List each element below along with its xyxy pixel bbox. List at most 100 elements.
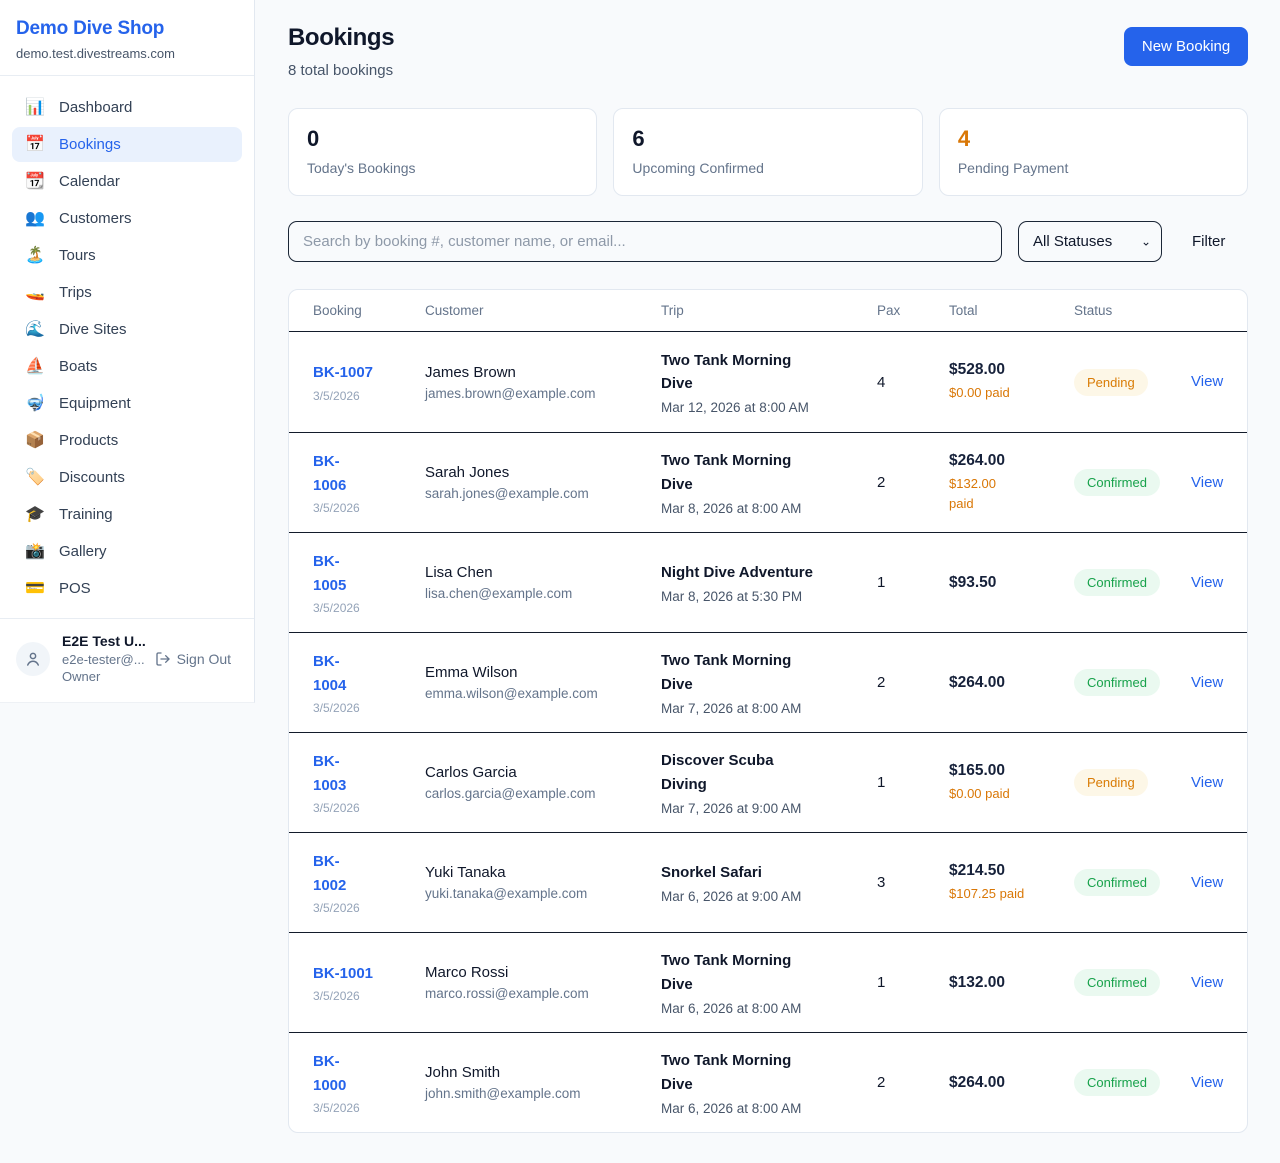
status-badge: Confirmed xyxy=(1074,669,1160,696)
sidebar-user-section: E2E Test U... e2e-tester@... Sign Out Ow… xyxy=(0,618,254,702)
sidebar-item-equipment[interactable]: 🤿 Equipment xyxy=(12,386,242,421)
total-amount: $214.50 xyxy=(949,861,1006,879)
table-body: BK-1007 3/5/2026 James Brown james.brown… xyxy=(289,332,1248,1132)
customer-name: Yuki Tanaka xyxy=(425,864,506,881)
customer-name: Carlos Garcia xyxy=(425,764,517,781)
booking-id-link[interactable]: BK- 1003 xyxy=(313,753,347,794)
trip-name: Discover Scuba Diving xyxy=(661,752,774,793)
customer-email: john.smith@example.com xyxy=(425,1086,581,1101)
status-badge: Confirmed xyxy=(1074,969,1160,996)
stat-card: 4 Pending Payment xyxy=(938,108,1249,196)
status-filter-select[interactable]: All Statuses xyxy=(1018,221,1162,262)
trip-name: Snorkel Safari xyxy=(661,863,762,881)
view-link[interactable]: View xyxy=(1191,473,1224,491)
booking-id-link[interactable]: BK- 1000 xyxy=(313,1053,347,1094)
booking-id-link[interactable]: BK- 1006 xyxy=(313,453,347,494)
sidebar-item-dive-sites[interactable]: 🌊 Dive Sites xyxy=(12,312,242,347)
boats-icon: ⛵ xyxy=(25,357,45,375)
filter-button[interactable]: Filter xyxy=(1178,225,1239,258)
booking-created-date: 3/5/2026 xyxy=(313,700,360,715)
booking-id-link[interactable]: BK-1007 xyxy=(313,364,374,382)
equipment-icon: 🤿 xyxy=(25,394,45,412)
booking-created-date: 3/5/2026 xyxy=(313,500,360,515)
sidebar-item-calendar[interactable]: 📆 Calendar xyxy=(12,164,242,199)
tours-icon: 🏝️ xyxy=(25,246,45,264)
user-avatar xyxy=(16,641,50,676)
customer-name: Marco Rossi xyxy=(425,964,509,981)
calendar-icon: 📆 xyxy=(25,172,45,190)
filter-row: All Statuses ⌄ Filter xyxy=(288,221,1248,262)
booking-id-link[interactable]: BK- 1002 xyxy=(313,853,347,894)
pax-count: 1 xyxy=(877,774,886,791)
status-filter-wrap: All Statuses ⌄ xyxy=(1018,221,1162,262)
sidebar-item-customers[interactable]: 👥 Customers xyxy=(12,201,242,236)
total-amount: $132.00 xyxy=(949,973,1006,991)
trip-name: Two Tank Morning Dive xyxy=(661,351,792,392)
booking-id-link[interactable]: BK-1001 xyxy=(313,964,374,982)
sidebar-item-training[interactable]: 🎓 Training xyxy=(12,497,242,532)
table-row: BK- 1003 3/5/2026 Carlos Garcia carlos.g… xyxy=(289,732,1248,832)
stat-card: 0 Today's Bookings xyxy=(288,108,598,196)
sidebar-item-trips[interactable]: 🚤 Trips xyxy=(12,275,242,310)
stat-label: Today's Bookings xyxy=(307,160,416,176)
table-row: BK- 1005 3/5/2026 Lisa Chen lisa.chen@ex… xyxy=(289,532,1248,632)
column-header-trip: Trip xyxy=(661,303,684,318)
user-info: E2E Test U... e2e-tester@... Sign Out Ow… xyxy=(62,633,238,684)
customer-email: james.brown@example.com xyxy=(425,385,596,401)
sidebar: Demo Dive Shop demo.test.divestreams.com… xyxy=(0,0,255,703)
sidebar-item-bookings[interactable]: 📅 Bookings xyxy=(12,127,242,162)
shop-name[interactable]: Demo Dive Shop xyxy=(16,18,165,39)
booking-id-link[interactable]: BK- 1005 xyxy=(313,553,347,594)
sidebar-item-pos[interactable]: 💳 POS xyxy=(12,571,242,606)
sidebar-item-label: Customers xyxy=(59,210,132,227)
booking-created-date: 3/5/2026 xyxy=(313,800,360,815)
total-amount: $264.00 xyxy=(949,1073,1006,1091)
total-amount: $93.50 xyxy=(949,573,997,591)
sidebar-item-products[interactable]: 📦 Products xyxy=(12,423,242,458)
main-content: Bookings 8 total bookings New Booking 0 … xyxy=(255,0,1280,1163)
pax-count: 1 xyxy=(877,974,886,991)
view-link[interactable]: View xyxy=(1191,573,1224,591)
customer-name: Lisa Chen xyxy=(425,564,493,581)
status-badge: Confirmed xyxy=(1074,469,1160,496)
stat-value: 6 xyxy=(632,126,645,151)
view-link[interactable]: View xyxy=(1191,773,1224,791)
stat-label: Pending Payment xyxy=(957,160,1069,176)
column-header-booking: Booking xyxy=(313,303,362,318)
pos-icon: 💳 xyxy=(25,579,45,597)
customer-name: John Smith xyxy=(425,1064,501,1081)
sign-out-button[interactable]: Sign Out xyxy=(155,651,231,667)
trip-name: Two Tank Morning Dive xyxy=(661,952,792,993)
view-link[interactable]: View xyxy=(1191,873,1224,891)
booking-created-date: 3/5/2026 xyxy=(313,900,360,915)
trip-name: Two Tank Morning Dive xyxy=(661,652,792,693)
sidebar-item-tours[interactable]: 🏝️ Tours xyxy=(12,238,242,273)
person-icon xyxy=(27,652,39,666)
sidebar-item-boats[interactable]: ⛵ Boats xyxy=(12,349,242,384)
customers-icon: 👥 xyxy=(25,209,45,227)
sidebar-item-gallery[interactable]: 📸 Gallery xyxy=(12,534,242,569)
customer-email: marco.rossi@example.com xyxy=(425,986,589,1001)
paid-amount: $0.00 paid xyxy=(949,385,1010,401)
dive-sites-icon: 🌊 xyxy=(25,320,45,338)
view-link[interactable]: View xyxy=(1191,1073,1224,1091)
search-input[interactable] xyxy=(288,221,1002,262)
new-booking-button[interactable]: New Booking xyxy=(1123,27,1249,66)
status-badge: Pending xyxy=(1074,368,1148,396)
sidebar-item-dashboard[interactable]: 📊 Dashboard xyxy=(12,90,242,125)
view-link[interactable]: View xyxy=(1191,973,1224,991)
sidebar-item-discounts[interactable]: 🏷️ Discounts xyxy=(12,460,242,495)
table-row: BK-1001 3/5/2026 Marco Rossi marco.rossi… xyxy=(289,932,1248,1032)
view-link[interactable]: View xyxy=(1191,673,1224,691)
training-icon: 🎓 xyxy=(25,505,45,523)
customer-name: Sarah Jones xyxy=(425,464,510,481)
view-link[interactable]: View xyxy=(1191,373,1224,390)
stat-value: 0 xyxy=(307,126,320,151)
total-amount: $165.00 xyxy=(949,761,1006,779)
table-header-row: Booking Customer Trip Pax Total Status xyxy=(289,290,1248,332)
booking-id-link[interactable]: BK- 1004 xyxy=(313,653,347,694)
sidebar-header: Demo Dive Shop demo.test.divestreams.com xyxy=(0,0,254,76)
stat-value: 4 xyxy=(957,126,971,151)
pax-count: 3 xyxy=(877,874,886,891)
